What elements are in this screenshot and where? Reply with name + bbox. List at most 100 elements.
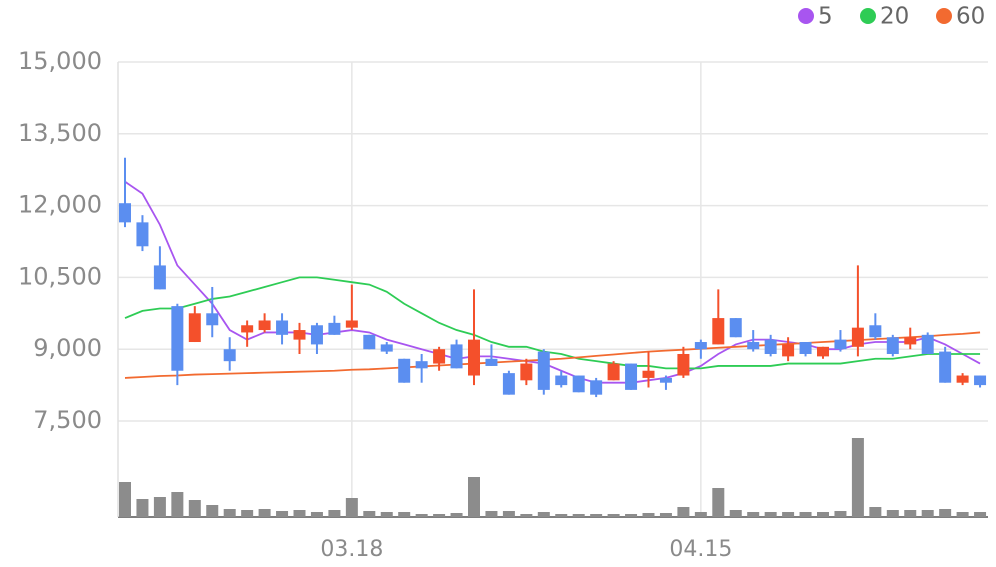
ma-line [124,276,981,370]
volume-bar [869,507,882,517]
volume-bar [659,513,672,517]
volume-bar [939,509,952,517]
volume-bar [293,510,306,517]
volume-bar [485,511,498,517]
volume-bar [328,510,341,517]
volume-bar [258,509,271,517]
candle-body [380,344,393,352]
volume-bar [590,514,603,517]
candle-body [747,342,760,350]
y-tick-label: 9,000 [33,334,102,362]
candle-body [921,334,934,354]
volume-bar [572,514,585,517]
volume-bar [642,513,655,517]
volume-bar [537,512,550,517]
volume-bar [729,510,742,517]
volume-bar [607,514,620,517]
candle-body [450,344,463,369]
volume-bar [119,482,131,517]
candle-body [188,313,201,343]
candle-body [119,203,131,223]
volume-bar [799,512,812,517]
volume-bar [241,510,254,517]
volume-bar [276,511,289,517]
candle-body [799,342,812,354]
legend-label: 5 [818,4,833,30]
volume-bar [817,512,829,517]
volume-bar [433,514,446,517]
candle-body [729,318,742,338]
legend-marker [936,8,952,24]
candle-body [625,363,638,390]
volume-bar [188,500,201,517]
volume-bar [956,512,969,517]
candle-body [869,325,882,338]
legend-label: 20 [880,4,909,30]
candle-body [555,375,568,386]
volume-bar [712,488,725,517]
candle-body [782,344,795,357]
volume-bar [415,514,428,517]
y-tick-label: 12,000 [18,191,102,219]
candle-body [363,334,376,350]
candle-body [153,265,166,290]
candle-body [171,306,184,371]
candle-body [834,339,847,350]
candle-body [415,361,428,369]
candle-body [851,327,864,347]
candle-body [974,375,987,386]
volume-bar [502,511,515,517]
candle-body [956,375,969,383]
y-tick-label: 15,000 [18,47,102,75]
volume-bar [747,512,760,517]
legend-marker [860,8,876,24]
volume-bar [921,510,934,517]
volume-bar [974,512,987,517]
candle-body [886,337,899,354]
volume-bar [694,512,707,517]
candle-body [258,320,271,331]
x-tick-label: 04.15 [669,537,732,562]
legend-marker [798,8,814,24]
volume-bar [468,477,480,517]
candle-body [485,358,498,366]
candle-body [468,339,480,376]
candle-body [642,370,655,378]
ma-line [124,331,981,379]
candle-body [293,330,306,340]
volume-bar [782,512,795,517]
candle-body [206,313,219,326]
y-tick-label: 13,500 [18,119,102,147]
candle-body [694,342,707,350]
candle-body [677,353,690,376]
candle-body [310,325,323,345]
candle-body [502,373,515,395]
volume-bar [555,514,568,517]
volume-bar [171,492,184,517]
candle-body [223,349,236,362]
candle-body [136,222,149,247]
volume-bar [904,510,917,517]
y-tick-label: 7,500 [33,406,102,434]
volume-bar [764,512,777,517]
volume-bar [223,509,236,517]
volume-bar [153,497,166,517]
volume-bar [136,499,149,517]
volume-bar [520,514,533,517]
volume-bar [625,514,638,517]
volume-bar [450,513,463,517]
candle-body [904,337,917,345]
candle-body [276,320,289,335]
candle-body [572,375,585,393]
candle-body [939,351,952,383]
candle-body [712,318,725,345]
candle-body [659,377,672,383]
volume-bar [363,511,376,517]
volume-bar [886,510,899,517]
candle-body [433,349,446,364]
volume-bar [206,505,219,517]
candle-body [817,346,829,357]
x-tick-label: 03.18 [320,537,383,562]
y-tick-label: 10,500 [18,262,102,290]
legend-label: 60 [956,4,985,30]
